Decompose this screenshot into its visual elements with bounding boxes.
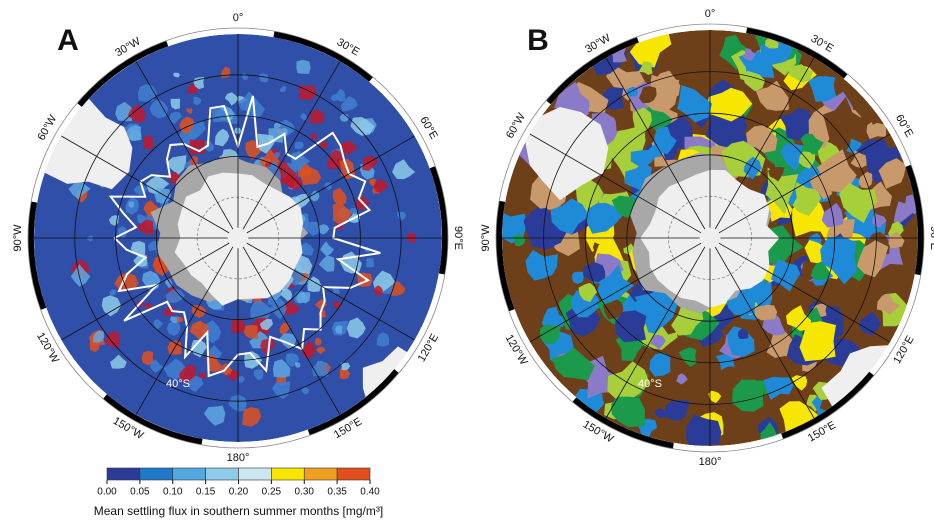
colorbar-tick-label: 0.35 <box>327 487 347 498</box>
latitude-label: 40°S <box>638 378 662 390</box>
colorbar-tick-label: 0.15 <box>196 487 216 498</box>
colorbar-bin <box>271 468 304 480</box>
longitude-label: 90°E <box>928 226 934 250</box>
colorbar-bin <box>173 468 206 480</box>
longitude-label: 180° <box>699 456 722 468</box>
colorbar-bin <box>337 468 370 480</box>
longitude-label: 180° <box>227 452 250 464</box>
colorbar-tick-label: 0.20 <box>229 487 249 498</box>
longitude-label: 90°W <box>12 224 24 252</box>
panel-label: A <box>57 24 79 57</box>
page: 0°30°E60°E90°E120°E150°E180°150°W120°W90… <box>0 0 934 523</box>
colorbar-tick-label: 0.10 <box>163 487 183 498</box>
colorbar-tick-label: 0.00 <box>97 487 117 498</box>
class-patch <box>755 305 778 321</box>
class-patch <box>572 272 584 284</box>
colorbar-bin <box>304 468 337 480</box>
flux-patch <box>366 258 374 268</box>
colorbar-bin <box>140 468 173 480</box>
flux-patch <box>295 362 300 367</box>
colorbar-bin <box>206 468 239 480</box>
colorbar-tick-label: 0.05 <box>130 487 150 498</box>
longitude-label: 90°E <box>452 226 464 250</box>
colorbar-bin <box>239 468 272 480</box>
longitude-label: 0° <box>705 8 716 20</box>
longitude-label: 0° <box>233 12 244 24</box>
colorbar-bin <box>107 468 140 480</box>
panel-label: B <box>527 24 549 57</box>
flux-patch <box>296 60 310 74</box>
latitude-label: 40°S <box>166 378 190 390</box>
longitude-label: 90°W <box>480 224 492 252</box>
colorbar-tick-label: 0.40 <box>360 487 380 498</box>
colorbar-title: Mean settling flux in southern summer mo… <box>94 504 383 518</box>
map-a <box>34 34 444 442</box>
colorbar-tick-label: 0.25 <box>262 487 282 498</box>
colorbar-tick-label: 0.30 <box>295 487 315 498</box>
